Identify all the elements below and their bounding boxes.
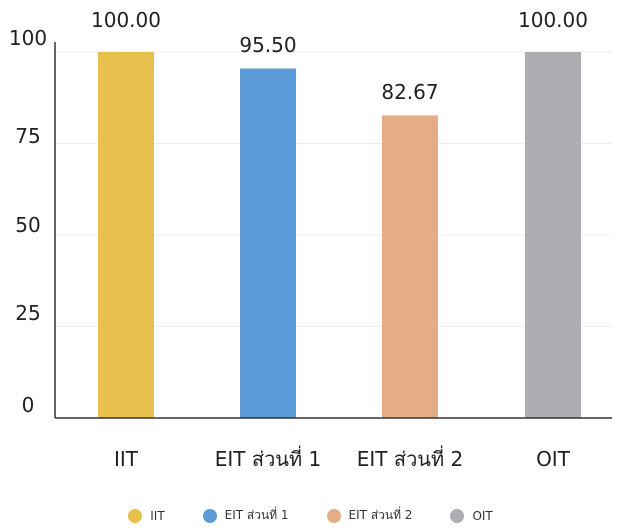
y-tick-label-25: 25 xyxy=(15,301,40,325)
legend-label-iit: IIT xyxy=(150,509,164,523)
y-tick-label-50: 50 xyxy=(15,213,40,237)
category-label-eit-1: EIT ส่วนที่ 1 xyxy=(215,445,321,471)
legend-swatch-iit xyxy=(128,509,142,523)
legend-item-iit[interactable]: IIT xyxy=(128,509,164,523)
category-label-eit-2: EIT ส่วนที่ 2 xyxy=(357,445,463,471)
legend-item-eit-2[interactable]: EIT ส่วนที่ 2 xyxy=(327,506,413,525)
legend-label-eit-1: EIT ส่วนที่ 1 xyxy=(225,506,289,525)
bar-eit-1[interactable] xyxy=(240,68,296,418)
bar-oit[interactable] xyxy=(525,52,581,418)
bar-eit-2[interactable] xyxy=(382,115,438,418)
data-label-eit-1: 95.50 xyxy=(239,33,296,57)
category-label-oit: OIT xyxy=(536,447,571,471)
legend-item-oit[interactable]: OIT xyxy=(450,509,492,523)
y-tick-label-100: 100 xyxy=(9,26,47,50)
bar-chart: 0 25 50 75 100 100.00 95.50 82.67 100.00… xyxy=(0,0,621,500)
legend: IIT EIT ส่วนที่ 1 EIT ส่วนที่ 2 OIT xyxy=(0,506,621,525)
legend-swatch-oit xyxy=(450,509,464,523)
legend-label-oit: OIT xyxy=(472,509,492,523)
y-tick-label-75: 75 xyxy=(15,124,40,148)
legend-swatch-eit-2 xyxy=(327,509,341,523)
legend-label-eit-2: EIT ส่วนที่ 2 xyxy=(349,506,413,525)
legend-swatch-eit-1 xyxy=(203,509,217,523)
category-label-iit: IIT xyxy=(114,447,139,471)
data-label-eit-2: 82.67 xyxy=(381,80,438,104)
bar-iit[interactable] xyxy=(98,52,154,418)
legend-item-eit-1[interactable]: EIT ส่วนที่ 1 xyxy=(203,506,289,525)
y-tick-label-0: 0 xyxy=(22,393,35,417)
data-label-iit: 100.00 xyxy=(91,8,161,32)
data-label-oit: 100.00 xyxy=(518,8,588,32)
